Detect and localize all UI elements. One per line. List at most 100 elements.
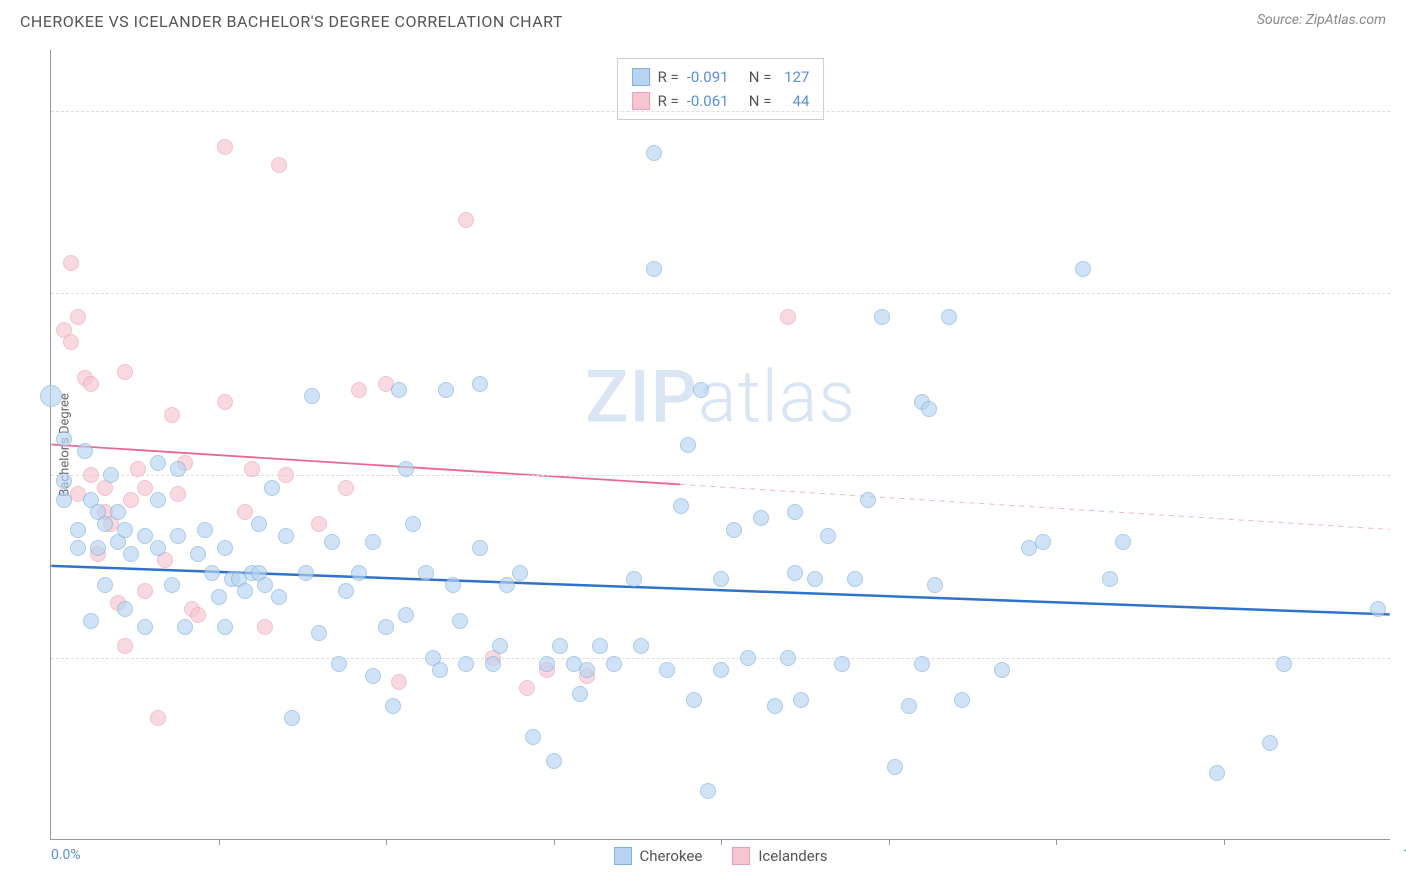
marker-cherokee xyxy=(700,783,716,799)
marker-cherokee xyxy=(117,601,133,617)
legend-r-value: -0.091 xyxy=(687,65,741,89)
marker-cherokee xyxy=(452,613,468,629)
legend-swatch xyxy=(613,847,631,865)
marker-cherokee xyxy=(83,613,99,629)
marker-cherokee xyxy=(485,656,501,672)
marker-cherokee xyxy=(512,565,528,581)
x-tick-mark xyxy=(721,839,722,845)
marker-icelanders xyxy=(391,674,407,690)
marker-cherokee xyxy=(713,571,729,587)
marker-cherokee xyxy=(1276,656,1292,672)
marker-cherokee xyxy=(626,571,642,587)
marker-cherokee xyxy=(237,583,253,599)
marker-cherokee xyxy=(887,759,903,775)
marker-icelanders xyxy=(278,467,294,483)
marker-cherokee xyxy=(860,492,876,508)
marker-cherokee xyxy=(278,528,294,544)
marker-cherokee xyxy=(311,625,327,641)
x-tick-mark xyxy=(219,839,220,845)
marker-cherokee xyxy=(150,540,166,556)
marker-cherokee xyxy=(1075,261,1091,277)
marker-cherokee xyxy=(572,686,588,702)
marker-cherokee xyxy=(170,528,186,544)
marker-cherokee xyxy=(834,656,850,672)
marker-cherokee xyxy=(686,692,702,708)
marker-icelanders xyxy=(117,364,133,380)
marker-cherokee xyxy=(579,662,595,678)
trend-lines xyxy=(51,50,1390,839)
marker-cherokee xyxy=(170,461,186,477)
marker-icelanders xyxy=(164,407,180,423)
chart-container: Bachelor's Degree ZIPatlas R =-0.091N =1… xyxy=(50,50,1390,840)
marker-cherokee xyxy=(197,522,213,538)
marker-cherokee xyxy=(56,431,72,447)
trendline-icelanders-solid xyxy=(51,445,680,485)
marker-cherokee xyxy=(673,498,689,514)
marker-icelanders xyxy=(130,461,146,477)
marker-cherokee xyxy=(324,534,340,550)
x-tick-mark xyxy=(1224,839,1225,845)
legend-series-label: Icelanders xyxy=(758,847,827,865)
marker-icelanders xyxy=(244,461,260,477)
marker-cherokee xyxy=(137,619,153,635)
marker-cherokee xyxy=(351,565,367,581)
marker-cherokee xyxy=(753,510,769,526)
marker-cherokee xyxy=(659,662,675,678)
marker-cherokee xyxy=(271,589,287,605)
marker-cherokee xyxy=(97,516,113,532)
marker-cherokee xyxy=(994,662,1010,678)
marker-icelanders xyxy=(70,309,86,325)
x-tick-mark xyxy=(1056,839,1057,845)
marker-cherokee xyxy=(304,388,320,404)
marker-cherokee xyxy=(1115,534,1131,550)
legend-swatch xyxy=(632,92,650,110)
watermark: ZIPatlas xyxy=(585,355,856,440)
marker-cherokee xyxy=(150,455,166,471)
gridline xyxy=(51,111,1390,112)
marker-cherokee xyxy=(820,528,836,544)
marker-cherokee xyxy=(117,522,133,538)
marker-cherokee xyxy=(103,467,119,483)
marker-cherokee xyxy=(150,492,166,508)
marker-cherokee xyxy=(807,571,823,587)
marker-cherokee xyxy=(164,577,180,593)
marker-cherokee xyxy=(398,607,414,623)
marker-cherokee xyxy=(251,516,267,532)
marker-cherokee xyxy=(458,656,474,672)
marker-cherokee xyxy=(1262,735,1278,751)
plot-area: Bachelor's Degree ZIPatlas R =-0.091N =1… xyxy=(50,50,1390,840)
gridline xyxy=(51,293,1390,294)
chart-header: CHEROKEE VS ICELANDER BACHELOR'S DEGREE … xyxy=(0,0,1406,35)
marker-icelanders xyxy=(519,680,535,696)
marker-icelanders xyxy=(338,480,354,496)
legend-series-label: Cherokee xyxy=(639,847,702,865)
legend-n-label: N = xyxy=(749,65,772,89)
x-tick-mark xyxy=(554,839,555,845)
marker-cherokee xyxy=(418,565,434,581)
marker-cherokee xyxy=(713,662,729,678)
marker-cherokee xyxy=(472,376,488,392)
marker-cherokee xyxy=(499,577,515,593)
marker-cherokee xyxy=(217,619,233,635)
marker-icelanders xyxy=(150,710,166,726)
marker-cherokee xyxy=(767,698,783,714)
legend-series-item: Icelanders xyxy=(732,847,827,865)
marker-cherokee xyxy=(901,698,917,714)
marker-cherokee xyxy=(123,546,139,562)
marker-icelanders xyxy=(123,492,139,508)
marker-icelanders xyxy=(351,382,367,398)
marker-cherokee xyxy=(264,480,280,496)
marker-cherokee xyxy=(70,540,86,556)
marker-cherokee xyxy=(646,261,662,277)
marker-cherokee xyxy=(90,540,106,556)
marker-cherokee xyxy=(398,461,414,477)
legend-n-value: 44 xyxy=(779,89,809,113)
legend-series: Cherokee Icelanders xyxy=(613,847,827,865)
marker-cherokee xyxy=(97,577,113,593)
legend-swatch xyxy=(632,68,650,86)
marker-cherokee xyxy=(525,729,541,745)
marker-icelanders xyxy=(117,638,133,654)
marker-icelanders xyxy=(780,309,796,325)
marker-icelanders xyxy=(83,467,99,483)
marker-cherokee xyxy=(331,656,347,672)
